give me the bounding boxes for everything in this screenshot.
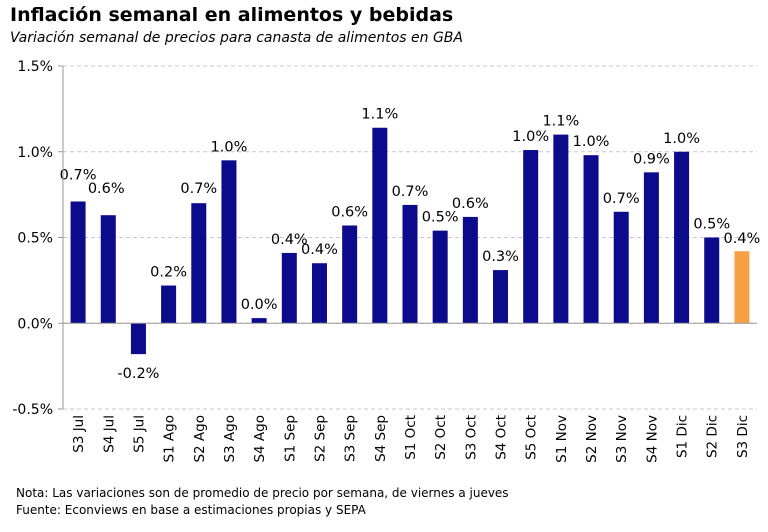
data-label: 1.0% [663, 131, 700, 147]
x-tick-label: S3 Sep [343, 415, 359, 462]
data-labels: 0.7%0.6%-0.2%0.2%0.7%1.0%0.0%0.4%0.4%0.6… [60, 107, 761, 382]
x-tick-label: S4 Oct [494, 415, 510, 460]
x-tick-label: S3 Dic [735, 415, 751, 458]
data-label: 1.1% [542, 114, 579, 130]
data-label: 0.4% [301, 242, 338, 258]
bar [523, 150, 539, 324]
data-label: 0.6% [88, 181, 125, 197]
bar [191, 203, 207, 324]
bar [553, 134, 569, 324]
data-label: 1.0% [512, 129, 549, 145]
data-label: 1.0% [211, 139, 248, 155]
x-tick-label: S1 Dic [675, 415, 691, 458]
axes [62, 66, 757, 409]
x-tick-label: S2 Dic [705, 415, 721, 458]
x-tick-label: S3 Nov [614, 415, 630, 463]
x-tick-label: S4 Jul [101, 415, 117, 453]
bar [493, 270, 509, 324]
bar [342, 225, 358, 324]
x-tick-label: S2 Nov [584, 415, 600, 463]
x-tick-label: S3 Oct [463, 415, 479, 460]
x-tick-label: S4 Nov [644, 415, 660, 463]
x-axis-labels: S3 Jul S4 Jul S5 Jul S1 Ago S2 Ago S3 Ago S4 A… [71, 415, 751, 463]
data-label: 0.5% [422, 210, 459, 226]
data-label: 0.7% [60, 167, 97, 183]
data-label: 0.7% [180, 181, 217, 197]
bars [70, 127, 750, 355]
data-label: 0.2% [150, 265, 187, 281]
data-label: 0.6% [452, 196, 489, 212]
data-label: 1.0% [573, 134, 610, 150]
bar [583, 155, 599, 324]
bar [704, 237, 720, 324]
x-tick-label: S5 Oct [524, 415, 540, 460]
y-axis-ticks: 1.5% 1.0% 0.5% 0.0% -0.5% [12, 59, 63, 418]
x-tick-label: S3 Jul [71, 415, 87, 453]
bar [100, 215, 116, 324]
bar [613, 211, 629, 324]
bar [462, 216, 478, 324]
x-tick-label: S4 Ago [252, 415, 268, 463]
bar [70, 201, 86, 324]
data-label: 0.4% [271, 232, 308, 248]
x-tick-label: S1 Oct [403, 415, 419, 460]
data-label: 0.3% [482, 249, 519, 265]
bar [221, 160, 237, 324]
chart-title: Inflación semanal en alimentos y bebidas [10, 4, 454, 26]
data-label: 0.5% [693, 217, 730, 233]
x-tick-label: S2 Ago [192, 415, 208, 463]
y-tick-label: 1.5% [17, 59, 53, 75]
data-label: 0.9% [633, 151, 670, 167]
footnote: Nota: Las variaciones son de promedio de… [16, 486, 509, 500]
bar [311, 263, 327, 324]
x-tick-label: S4 Sep [373, 415, 389, 462]
data-label: 1.1% [361, 107, 398, 123]
x-tick-label: S2 Oct [433, 415, 449, 460]
data-label: 0.6% [331, 204, 368, 220]
y-tick-label: 1.0% [17, 145, 53, 161]
x-tick-label: S1 Sep [282, 415, 298, 462]
bar [372, 127, 388, 324]
bar [161, 285, 177, 324]
chart-subtitle: Variación semanal de precios para canast… [10, 30, 463, 46]
x-tick-label: S1 Ago [162, 415, 178, 463]
bar [643, 172, 659, 324]
x-tick-label: S3 Ago [222, 415, 238, 463]
bar [130, 323, 146, 355]
x-tick-label: S1 Nov [554, 415, 570, 463]
x-tick-label: S5 Jul [131, 415, 147, 453]
data-label: 0.7% [603, 191, 640, 207]
bar [251, 318, 267, 324]
bar [674, 151, 690, 324]
data-label: 0.0% [241, 297, 278, 313]
bar [402, 204, 418, 324]
data-label: 0.7% [392, 184, 429, 200]
data-label: 0.4% [723, 231, 760, 247]
bar [281, 252, 297, 324]
y-tick-label: 0.5% [17, 231, 53, 247]
x-tick-label: S2 Sep [312, 415, 328, 462]
data-label: -0.2% [117, 366, 159, 382]
bar [734, 251, 750, 324]
y-tick-label: 0.0% [17, 316, 53, 332]
source-note: Fuente: Econviews en base a estimaciones… [16, 503, 366, 517]
bar [432, 230, 448, 324]
y-tick-label: -0.5% [12, 402, 53, 418]
